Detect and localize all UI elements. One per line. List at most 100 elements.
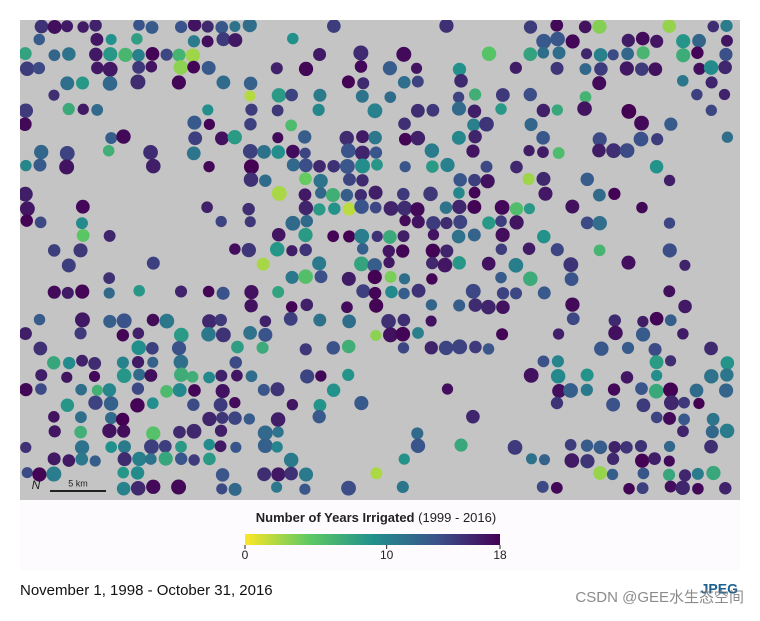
- field-circle: [452, 256, 466, 270]
- field-circle: [509, 202, 524, 216]
- field-circle: [398, 287, 410, 300]
- field-circle: [144, 439, 159, 455]
- field-circle: [230, 441, 242, 453]
- field-circle: [117, 466, 130, 479]
- field-circle: [689, 383, 704, 398]
- field-circle: [453, 173, 467, 187]
- field-circle: [48, 411, 60, 423]
- field-circle: [537, 46, 550, 59]
- field-circle: [552, 147, 565, 159]
- field-circle: [384, 271, 397, 283]
- field-circle: [34, 20, 49, 34]
- field-circle: [704, 341, 718, 356]
- field-circle: [215, 327, 231, 343]
- field-circle: [271, 441, 283, 453]
- field-circle: [342, 368, 355, 381]
- field-circle: [257, 438, 273, 453]
- colorbar-ticks: 0 10 18: [242, 545, 507, 562]
- field-circle: [426, 160, 439, 173]
- field-circle: [76, 354, 88, 367]
- field-circle: [33, 33, 45, 46]
- field-circle: [592, 188, 606, 202]
- field-circle: [215, 20, 229, 34]
- field-circle: [215, 384, 230, 399]
- field-circle: [382, 244, 395, 258]
- field-circle: [328, 202, 341, 215]
- field-circle: [664, 314, 677, 327]
- legend-title: Number of Years Irrigated: [256, 510, 415, 525]
- field-circle: [719, 47, 733, 62]
- field-circle: [215, 215, 227, 228]
- field-circle: [242, 20, 257, 33]
- field-circle: [704, 369, 719, 384]
- field-circle: [315, 370, 327, 382]
- field-circle: [675, 480, 690, 496]
- field-circle: [241, 242, 256, 258]
- field-circle: [20, 186, 33, 202]
- field-circle: [395, 326, 411, 342]
- field-circle: [522, 242, 536, 256]
- field-circle: [202, 285, 215, 298]
- field-circle: [285, 119, 298, 132]
- field-circle: [34, 216, 47, 229]
- field-circle: [664, 117, 678, 131]
- field-circle: [88, 395, 103, 410]
- field-circle: [453, 187, 465, 199]
- field-circle: [118, 47, 133, 62]
- field-circle: [326, 383, 341, 397]
- field-circle: [283, 452, 299, 468]
- field-circle: [398, 132, 412, 146]
- field-circle: [550, 243, 564, 257]
- field-circle: [636, 46, 650, 60]
- field-circle: [467, 118, 481, 132]
- field-circle: [623, 482, 635, 495]
- field-circle: [244, 118, 257, 131]
- field-circle: [102, 61, 118, 77]
- field-circle: [565, 34, 580, 49]
- field-circle: [75, 452, 89, 466]
- field-circle: [439, 201, 453, 214]
- field-circle: [495, 88, 510, 102]
- field-circle: [103, 396, 119, 411]
- field-circle: [399, 214, 411, 227]
- field-circle: [145, 158, 161, 174]
- field-circle: [636, 482, 649, 495]
- field-circle: [437, 257, 453, 273]
- field-circle: [130, 398, 145, 413]
- field-circle: [272, 132, 284, 144]
- field-circle: [606, 468, 619, 481]
- field-circle: [270, 412, 286, 427]
- field-circle: [510, 287, 523, 300]
- field-circle: [326, 341, 340, 355]
- field-circle: [522, 172, 535, 186]
- field-circle: [271, 145, 286, 159]
- field-circle: [465, 283, 481, 299]
- field-circle: [592, 76, 607, 91]
- field-circle: [171, 479, 187, 495]
- field-circle: [216, 75, 231, 90]
- field-circle: [103, 229, 116, 242]
- field-circle: [131, 33, 143, 45]
- field-circle: [146, 256, 160, 270]
- field-circle: [257, 425, 273, 441]
- field-circle: [325, 188, 340, 203]
- field-circle: [160, 48, 173, 61]
- field-circle: [593, 48, 608, 62]
- field-circle: [635, 382, 648, 395]
- field-circle: [676, 34, 691, 49]
- field-circle: [523, 271, 538, 286]
- field-circle: [341, 301, 353, 314]
- field-circle: [257, 145, 271, 159]
- field-circle: [692, 482, 704, 495]
- field-circle: [635, 453, 650, 468]
- field-circle: [594, 62, 608, 76]
- field-circle: [551, 355, 565, 368]
- field-circle: [663, 440, 676, 453]
- field-circle: [186, 371, 199, 383]
- field-circle: [440, 244, 454, 258]
- field-circle: [550, 61, 564, 75]
- field-circle: [89, 455, 101, 467]
- field-circle: [117, 440, 131, 454]
- field-circle: [693, 397, 705, 410]
- field-circle: [74, 425, 87, 439]
